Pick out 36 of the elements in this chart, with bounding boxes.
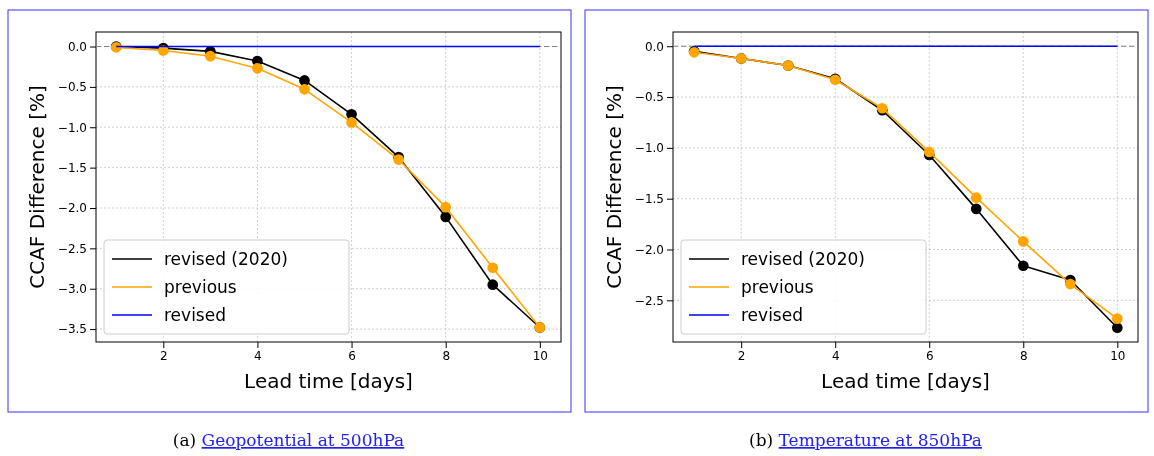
y-tick-label: −3.0: [57, 282, 87, 297]
x-tick-label: 10: [1110, 348, 1126, 363]
y-tick-label: −2.0: [57, 201, 87, 216]
y-tick-label: −2.5: [634, 293, 664, 308]
y-axis-title: CCAF Difference [%]: [602, 85, 626, 289]
x-tick-label: 10: [532, 348, 548, 363]
y-tick-label: −2.5: [57, 241, 87, 256]
y-tick-label: −1.5: [634, 192, 664, 207]
y-tick-label: −0.5: [57, 80, 87, 95]
y-tick-label: −0.5: [634, 90, 664, 105]
x-axis-title: Lead time [days]: [244, 369, 413, 393]
x-tick-label: 6: [925, 348, 934, 363]
x-tick-label: 6: [348, 348, 356, 363]
x-tick-label: 2: [159, 348, 168, 363]
y-tick-label: 0.0: [644, 39, 664, 54]
x-tick-label: 2: [737, 348, 746, 363]
y-tick-label: −1.0: [634, 141, 664, 156]
x-tick-label: 8: [442, 348, 451, 363]
legend-label: revised (2020): [164, 249, 288, 269]
x-tick-label: 8: [1019, 348, 1028, 363]
x-axis-title: Lead time [days]: [821, 369, 990, 393]
y-tick-label: −1.0: [57, 120, 87, 135]
y-tick-label: −3.5: [57, 322, 87, 337]
y-tick-label: −2.0: [634, 242, 664, 257]
x-tick-label: 4: [254, 348, 262, 363]
x-tick-label: 4: [831, 348, 840, 363]
y-tick-label: 0.0: [67, 39, 87, 54]
legend-label: revised: [741, 305, 803, 325]
text: (a) Geopotential at 500hPa: [172, 430, 405, 450]
text: (b) Temperature at 850hPa: [749, 430, 982, 450]
legend-label: previous: [164, 277, 237, 297]
y-axis-title: CCAF Difference [%]: [25, 85, 49, 289]
legend-label: revised: [164, 305, 226, 325]
legend-label: revised (2020): [741, 249, 865, 269]
legend-label: previous: [741, 277, 814, 297]
y-tick-label: −1.5: [57, 160, 87, 175]
